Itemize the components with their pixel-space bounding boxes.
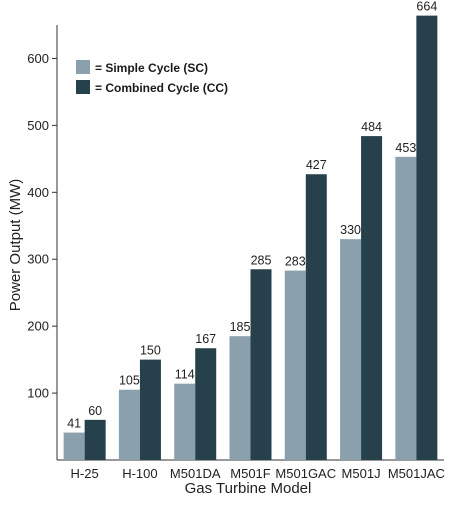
bar-simple-cycle xyxy=(395,156,417,461)
data-label: 41 xyxy=(67,417,81,431)
bar-simple-cycle xyxy=(63,432,85,460)
data-label: 283 xyxy=(285,255,306,269)
y-tick-label: 500 xyxy=(27,118,49,133)
x-tick-label: H-25 xyxy=(71,466,99,481)
x-tick-label: M501DA xyxy=(170,466,221,481)
x-tick-label: M501J xyxy=(342,466,381,481)
y-tick-label: 600 xyxy=(27,51,49,66)
y-tick-label: 300 xyxy=(27,252,49,267)
data-label: 453 xyxy=(395,141,416,155)
x-axis: H-25 H-100 M501DA M501F M501GAC M501J M501JAC xyxy=(57,459,445,481)
data-label: 167 xyxy=(195,332,216,346)
x-axis-title: Gas Turbine Model xyxy=(185,480,312,497)
data-label: 114 xyxy=(175,368,195,382)
bar-combined-cycle xyxy=(84,419,106,460)
bar-combined-cycle xyxy=(139,359,161,460)
x-tick-label: M501GAC xyxy=(275,466,336,481)
y-axis-title: Power Output (MW) xyxy=(7,179,24,312)
legend-label-combined-cycle: = Combined Cycle (CC) xyxy=(95,81,228,95)
bar-combined-cycle xyxy=(361,136,383,461)
data-label: 330 xyxy=(340,223,361,237)
data-label: 60 xyxy=(88,404,102,418)
y-axis: 100 200 300 400 500 600 xyxy=(27,25,58,460)
data-label: 285 xyxy=(251,253,272,267)
bar-combined-cycle xyxy=(250,269,272,460)
x-tick-label: H-100 xyxy=(122,466,157,481)
bars xyxy=(63,15,438,461)
bar-simple-cycle xyxy=(118,389,140,460)
bar-combined-cycle xyxy=(305,174,327,460)
bar-combined-cycle xyxy=(195,348,217,460)
data-label: 185 xyxy=(230,320,251,334)
data-label: 664 xyxy=(416,0,437,14)
legend: = Simple Cycle (SC) = Combined Cycle (CC… xyxy=(76,60,228,95)
data-label: 427 xyxy=(306,158,327,172)
data-label: 105 xyxy=(119,374,140,388)
bar-simple-cycle xyxy=(229,336,251,460)
data-labels: 41 60 105 150 114 167 185 285 283 427 330 484 453 664 xyxy=(67,0,437,431)
bar-simple-cycle xyxy=(174,383,196,460)
x-tick-label: M501JAC xyxy=(388,466,445,481)
data-label: 484 xyxy=(361,120,382,134)
legend-label-simple-cycle: = Simple Cycle (SC) xyxy=(95,61,208,75)
legend-swatch-simple-cycle xyxy=(76,60,90,74)
y-tick-label: 200 xyxy=(27,319,49,334)
data-label: 150 xyxy=(140,344,161,358)
x-tick-label: M501F xyxy=(230,466,271,481)
y-tick-label: 100 xyxy=(27,386,49,401)
bar-simple-cycle xyxy=(340,239,362,460)
bar-simple-cycle xyxy=(284,270,306,460)
y-tick-label: 400 xyxy=(27,185,49,200)
legend-swatch-combined-cycle xyxy=(76,80,90,94)
bar-combined-cycle xyxy=(416,15,438,461)
